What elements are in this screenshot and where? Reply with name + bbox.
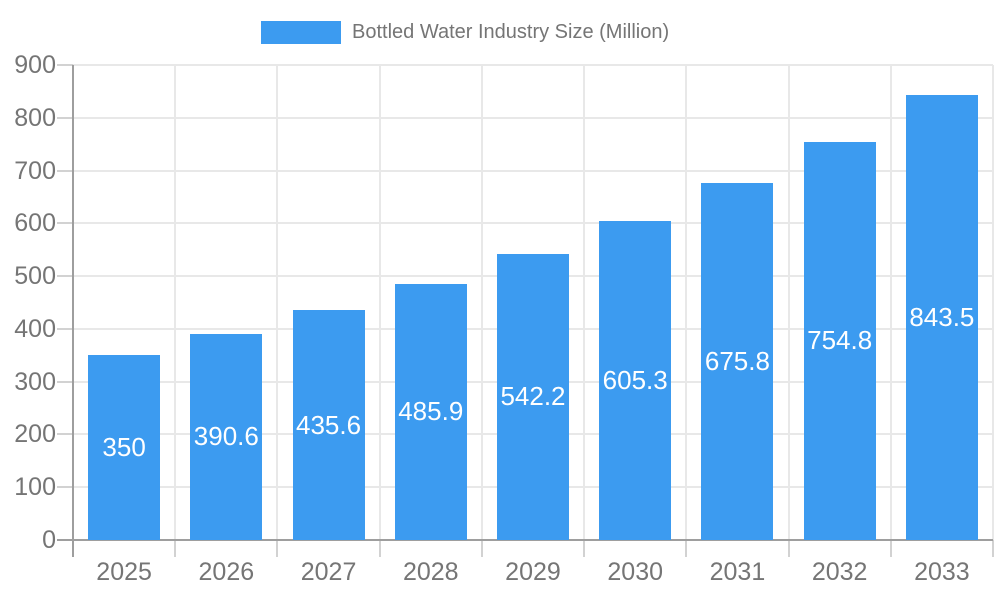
bar-value-label: 754.8 [807,325,873,356]
x-axis-line [57,539,993,541]
x-tick-label: 2030 [607,558,664,586]
y-tick-label: 800 [14,103,56,132]
bar[interactable]: 675.8 [701,183,774,540]
y-tick-label: 700 [14,156,56,185]
y-axis-tick [57,116,73,119]
y-axis-tick [57,327,73,330]
x-axis-tick [174,540,177,557]
y-tick-label: 300 [14,367,56,396]
bar-value-label: 675.8 [704,346,770,377]
bar-value-label: 350 [102,432,146,463]
y-tick-label: 900 [14,51,56,79]
legend-swatch [261,21,341,44]
x-tick-label: 2028 [402,558,459,586]
bar[interactable]: 542.2 [497,253,569,540]
gridline-horizontal [73,116,993,119]
x-axis-tick [378,540,381,557]
gridline-vertical [583,65,586,540]
x-axis-tick [787,540,790,557]
x-tick-label: 2029 [505,558,561,586]
x-axis-tick [889,540,892,557]
bar[interactable]: 435.6 [292,310,365,540]
bar[interactable]: 485.9 [394,283,467,540]
gridline-vertical [889,65,892,540]
bar-value-label: 605.3 [602,364,668,395]
gridline-vertical [787,65,790,540]
x-tick-label: 2031 [709,558,766,586]
bar-value-label: 485.9 [398,396,464,427]
gridline-horizontal [73,64,993,66]
x-axis-tick [583,540,586,557]
bar[interactable]: 754.8 [803,141,876,540]
bar-value-label: 843.5 [909,301,975,332]
bar-value-label: 542.2 [500,381,566,412]
x-axis-tick [276,540,279,557]
bar-value-label: 435.6 [296,409,362,440]
y-axis-tick [57,222,73,225]
x-axis-tick [480,540,483,557]
gridline-vertical [276,65,279,540]
y-tick-label: 100 [14,473,56,502]
gridline-horizontal [73,169,993,172]
x-tick-label: 2032 [811,558,868,586]
bar[interactable]: 843.5 [905,94,978,540]
y-axis-tick [57,169,73,172]
x-axis-tick [992,540,994,557]
gridline-vertical [480,65,483,540]
gridline-vertical [378,65,381,540]
y-tick-label: 600 [14,209,56,238]
bar[interactable]: 605.3 [599,220,672,540]
gridline-vertical [174,65,177,540]
x-tick-label: 2025 [96,558,152,586]
x-tick-label: 2026 [198,558,255,586]
bar[interactable]: 390.6 [190,333,263,540]
x-tick-label: 2027 [300,558,357,586]
gridline-vertical [685,65,688,540]
legend-label: Bottled Water Industry Size (Million) [352,21,670,43]
y-axis-line [72,65,74,557]
legend: Bottled Water Industry Size (Million) [261,19,669,46]
x-axis-tick [685,540,688,557]
x-tick-label: 2033 [914,558,970,586]
bar[interactable]: 350 [88,355,161,540]
y-axis-tick [57,433,73,436]
y-axis-tick [57,380,73,383]
gridline-horizontal [73,222,993,225]
y-tick-label: 200 [14,420,56,449]
gridline-vertical [992,65,994,540]
y-axis-tick [57,64,73,66]
y-axis-tick [57,275,73,278]
y-tick-label: 500 [14,262,56,291]
y-tick-label: 0 [42,526,56,554]
y-axis-tick [57,486,73,489]
bar-value-label: 390.6 [193,421,259,452]
y-tick-label: 400 [14,314,56,343]
